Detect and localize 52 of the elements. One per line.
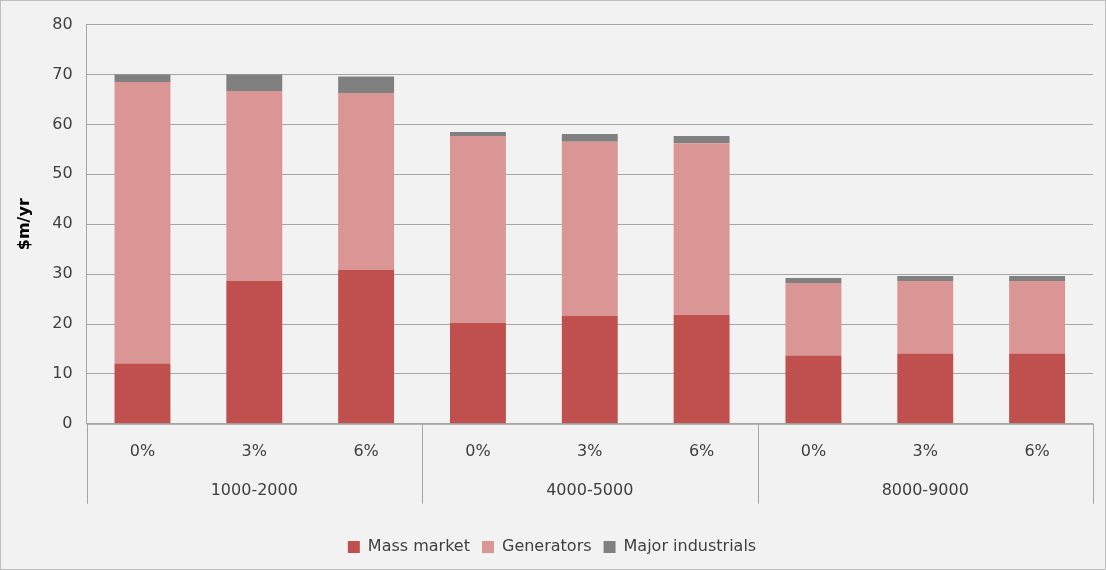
bar <box>897 353 954 424</box>
x-tick-label: 6% <box>688 440 715 460</box>
legend-label: Major industrials <box>623 536 757 556</box>
legend-label: Mass market <box>367 536 470 556</box>
bar <box>561 141 618 317</box>
bar <box>561 133 618 142</box>
bar <box>1009 281 1066 354</box>
bar <box>114 363 171 424</box>
y-tick-label: 20 <box>52 313 73 333</box>
x-tick-label: 6% <box>1024 440 1050 460</box>
text: 8000-9000 <box>881 479 969 499</box>
x-tick-label: 3% <box>912 440 938 460</box>
x-tick-label: 0% <box>129 440 156 460</box>
bar <box>450 323 506 424</box>
y-tick-label: 60 <box>52 113 73 133</box>
bar <box>785 355 842 424</box>
bar <box>673 315 730 424</box>
bar <box>450 131 506 136</box>
bar <box>561 316 618 424</box>
bar <box>897 276 954 282</box>
text: 1000-2000 <box>210 479 298 499</box>
y-tick-label: 70 <box>52 63 73 83</box>
y-tick-label: 80 <box>52 13 73 33</box>
x-tick-label: 0% <box>465 440 491 460</box>
x-tick-label: 6% <box>353 440 379 460</box>
bar <box>673 143 730 316</box>
x-tick-label: 0% <box>800 440 827 460</box>
y-tick-label: 30 <box>52 263 73 283</box>
y-axis-title: $m/yr <box>13 198 33 251</box>
bar <box>338 270 395 424</box>
bar <box>673 135 730 144</box>
bar <box>785 278 842 284</box>
y-tick-label: 0 <box>62 412 73 432</box>
bar <box>114 74 171 82</box>
y-tick-label: 40 <box>52 213 73 233</box>
bar <box>897 281 954 354</box>
x-tick-label: 3% <box>241 440 267 460</box>
bar <box>338 92 395 271</box>
bar <box>226 90 283 282</box>
bar <box>226 74 283 91</box>
x-tick-label: 3% <box>577 440 603 460</box>
text: 4000-5000 <box>546 479 634 499</box>
bar <box>114 81 171 364</box>
y-tick-label: 50 <box>52 163 73 183</box>
bar <box>226 281 283 424</box>
bar <box>338 76 395 93</box>
bar <box>785 283 842 356</box>
bar <box>450 135 506 323</box>
bar <box>1009 353 1066 424</box>
y-tick-label: 10 <box>52 363 73 383</box>
legend-label: Generators <box>501 536 592 556</box>
bar <box>1009 276 1066 282</box>
